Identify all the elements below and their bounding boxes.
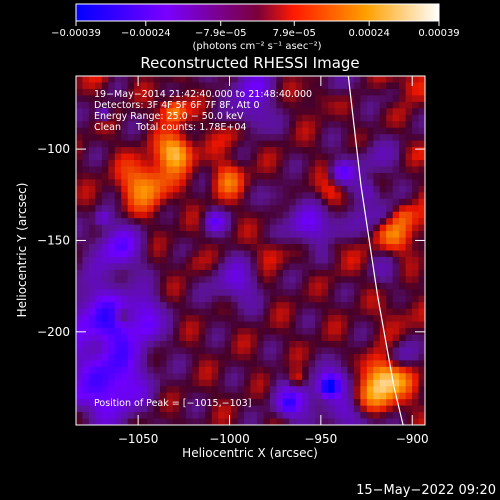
y-tick-label: −150 <box>37 233 70 247</box>
colorbar-tick-label: 0.00024 <box>349 28 390 39</box>
annotation-time-range: 19−May−2014 21:42:40.000 to 21:48:40.000 <box>94 89 312 100</box>
x-tick-label: −950 <box>304 432 337 446</box>
x-tick-label: −900 <box>396 432 429 446</box>
x-tick-label: −1000 <box>209 432 250 446</box>
annotation-detectors: Detectors: 3F 4F 5F 6F 7F 8F, Att 0 <box>94 100 260 111</box>
x-axis-label: Heliocentric X (arcsec) <box>182 446 318 460</box>
colorbar-unit-label: (photons cm⁻² s⁻¹ asec⁻²) <box>192 41 321 52</box>
annotation-energy-range: Energy Range: 25.0 − 50.0 keV <box>94 111 244 122</box>
colorbar-tick-labels: −0.00039 −0.00024 −7.9e−05 7.9e−05 0.00024 0.… <box>51 28 460 39</box>
y-axis-ticks <box>76 148 425 333</box>
heatmap-cells <box>76 76 425 425</box>
timestamp: 15−May−2022 09:20 <box>356 483 496 498</box>
colorbar-tick-label: −7.9e−05 <box>195 28 247 39</box>
annotation-peak-position: Position of Peak = [−1015,−103] <box>94 398 251 409</box>
annotation-clean-counts: Clean Total counts: 1.78E+04 <box>94 122 246 133</box>
x-axis-ticks <box>137 76 413 425</box>
colorbar <box>75 3 440 22</box>
plot-frame <box>75 75 426 426</box>
chart-title: Reconstructed RHESSI Image <box>140 54 359 72</box>
colorbar-ticks <box>75 21 440 26</box>
x-axis-tick-labels: −1050 −1000 −950 −900 <box>118 432 429 446</box>
y-axis-tick-labels: −100 −150 −200 <box>37 142 70 339</box>
colorbar-tick-label: −0.00039 <box>51 28 101 39</box>
solar-limb-line <box>347 76 404 425</box>
colorbar-tick-label: 0.00039 <box>418 28 459 39</box>
y-axis-label: Heliocentric Y (arcsec) <box>15 183 29 318</box>
colorbar-tick-label: 7.9e−05 <box>273 28 316 39</box>
colorbar-tick-label: −0.00024 <box>121 28 171 39</box>
y-tick-label: −100 <box>37 142 70 156</box>
x-tick-label: −1050 <box>118 432 159 446</box>
y-tick-label: −200 <box>37 325 70 339</box>
